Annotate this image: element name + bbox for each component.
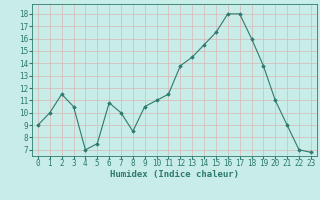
- X-axis label: Humidex (Indice chaleur): Humidex (Indice chaleur): [110, 170, 239, 179]
